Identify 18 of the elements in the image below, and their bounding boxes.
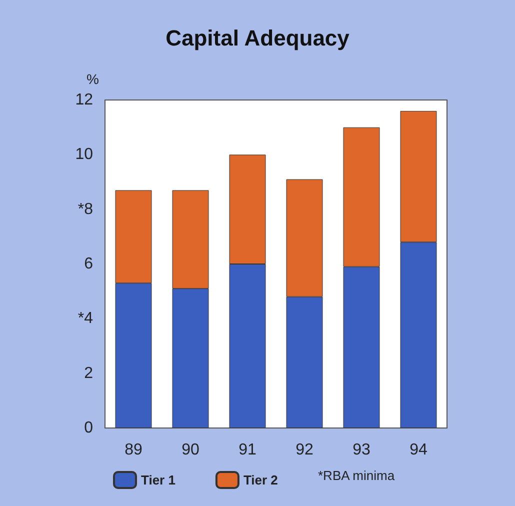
y-tick-label: 10: [75, 146, 94, 164]
text: *RBA minima: [318, 468, 396, 483]
chart-title: Capital Adequacy: [166, 26, 350, 50]
y-tick-label: 0: [84, 420, 94, 436]
x-tick-label: 94: [410, 442, 428, 458]
y-axis-title: %: [86, 71, 99, 87]
legend-label: Tier 1: [141, 472, 176, 488]
x-tick-label: 91: [238, 442, 256, 458]
x-tick-label: 89: [124, 442, 142, 458]
y-tick-label: 12: [75, 92, 94, 108]
x-tick-label: 92: [296, 442, 314, 458]
y-tick-label: 2: [84, 364, 94, 382]
x-tick-label: 93: [352, 442, 370, 458]
legend-label: Tier 2: [243, 472, 278, 488]
x-tick-label: 90: [182, 442, 200, 458]
y-tick-label: *4: [78, 310, 94, 328]
y-tick-label: *8: [78, 200, 94, 218]
y-tick-label: 6: [84, 256, 94, 272]
